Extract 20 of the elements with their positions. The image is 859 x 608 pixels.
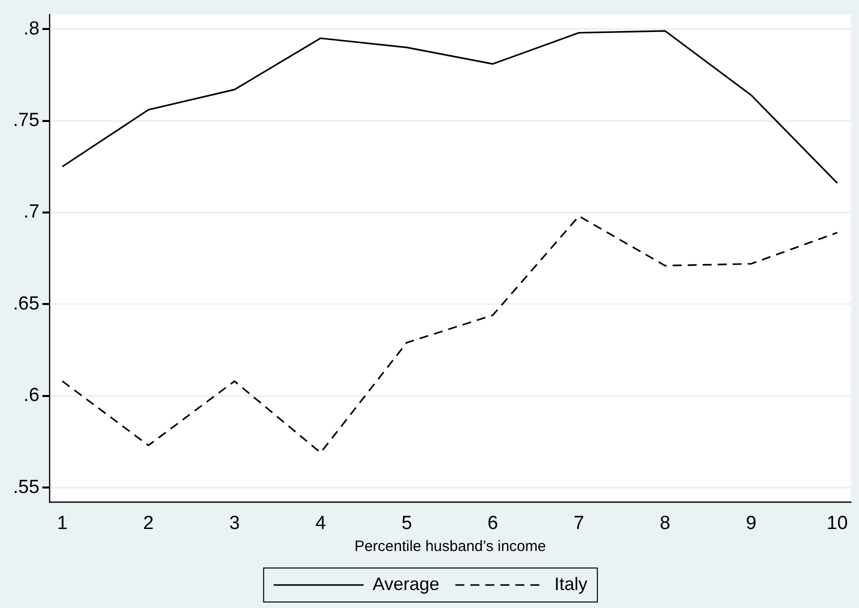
x-tick-label: 10	[826, 512, 848, 534]
legend-label: Italy	[554, 574, 588, 594]
x-tick-label: 5	[401, 512, 412, 534]
line-series	[62, 215, 838, 454]
y-tick-label: .6	[24, 385, 40, 406]
x-tick-label: 2	[143, 512, 154, 534]
legend-label: Average	[372, 574, 440, 594]
x-axis-title: Percentile husband’s income	[354, 538, 546, 556]
y-tick-label: .65	[12, 293, 40, 314]
x-tick-label: 8	[660, 512, 670, 534]
x-tick-label: 9	[746, 512, 756, 534]
x-tick-label: 6	[488, 512, 498, 534]
y-tick-label: .7	[24, 202, 40, 223]
x-tick-label: 7	[574, 512, 584, 534]
x-tick-label: 3	[229, 512, 240, 534]
y-tick-label: .55	[12, 476, 40, 498]
x-tick-label: 4	[315, 512, 326, 534]
y-tick-label: .75	[12, 110, 40, 131]
x-tick-label: 1	[57, 512, 68, 534]
y-tick-label: .8	[24, 18, 40, 40]
